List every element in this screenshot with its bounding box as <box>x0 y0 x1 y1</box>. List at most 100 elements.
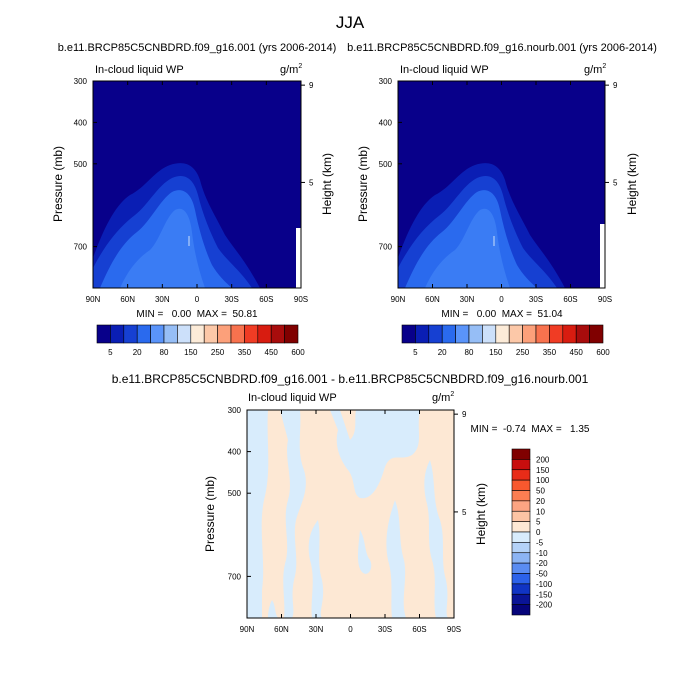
panel-c-x-axis: 90N 60N 30N 0 30S 60S 90S <box>240 410 461 634</box>
panel-c-y-axis: 300 400 500 700 9 5 <box>228 406 467 581</box>
panel-a-units: g/m2 <box>280 63 302 76</box>
colorbar-swatch <box>511 531 531 543</box>
colorbar-label: 100 <box>536 476 550 485</box>
colorbar-swatch <box>110 324 125 344</box>
colorbar-swatch <box>401 324 416 344</box>
x-tick-label: 60S <box>259 295 273 304</box>
panel-a-title: b.e11.BRCP85C5CNBDRD.f09_g16.001 (yrs 20… <box>58 42 337 54</box>
y-tick-label: 300 <box>74 77 88 86</box>
colorbar-label: 10 <box>536 507 545 516</box>
panel-b-stats: MIN = 0.00 MAX = 51.04 <box>441 309 563 320</box>
colorbar-label: 350 <box>238 348 252 357</box>
colorbar-swatch <box>511 469 531 481</box>
panel-b-ylabel: Pressure (mb) <box>356 146 370 222</box>
x-tick-label: 90S <box>598 295 612 304</box>
colorbar-label: 20 <box>438 348 447 357</box>
colorbar-swatch <box>535 324 550 344</box>
x-tick-label: 60N <box>425 295 440 304</box>
x-tick-label: 30N <box>460 295 475 304</box>
colorbar-swatch <box>123 324 138 344</box>
colorbar-label: -20 <box>536 559 548 568</box>
colorbar-swatch <box>428 324 443 344</box>
colorbar-swatch <box>508 324 523 344</box>
colorbar-swatch <box>244 324 259 344</box>
colorbar-label: -50 <box>536 570 548 579</box>
panel-c-ylabel-right: Height (km) <box>474 483 488 545</box>
panel-b-colorbar: 5 20 80 150 250 350 450 600 <box>401 324 610 357</box>
colorbar-label: -100 <box>536 580 553 589</box>
y-right-tick-label: 9 <box>462 410 467 419</box>
colorbar-swatch <box>549 324 564 344</box>
colorbar-label: 5 <box>108 348 113 357</box>
colorbar-swatch <box>136 324 151 344</box>
colorbar-label: 600 <box>596 348 610 357</box>
colorbar-label: 5 <box>536 518 541 527</box>
panel-a-stats: MIN = 0.00 MAX = 50.81 <box>136 309 258 320</box>
colorbar-label: 5 <box>413 348 418 357</box>
colorbar-label: 450 <box>265 348 279 357</box>
y-right-tick-label: 5 <box>613 178 618 187</box>
panel-c-title: b.e11.BRCP85C5CNBDRD.f09_g16.001 - b.e11… <box>112 372 589 386</box>
panel-a-y-axis: 300 400 500 700 9 5 <box>74 77 314 252</box>
colorbar-label: 80 <box>160 348 169 357</box>
x-tick-label: 0 <box>499 295 504 304</box>
y-tick-label: 400 <box>379 118 393 127</box>
y-right-tick-label: 5 <box>462 508 467 517</box>
y-tick-label: 700 <box>379 243 393 252</box>
x-tick-label: 30S <box>529 295 543 304</box>
colorbar-swatch <box>511 593 531 605</box>
colorbar-label: 250 <box>516 348 530 357</box>
y-tick-label: 300 <box>228 406 242 415</box>
panel-b-y-axis: 300 400 500 700 9 5 <box>379 77 618 252</box>
panel-a-x-axis: 90N 60N 30N 0 30S 60S 90S <box>86 81 308 304</box>
y-tick-label: 700 <box>228 572 242 581</box>
colorbar-swatch <box>441 324 456 344</box>
colorbar-swatch <box>230 324 245 344</box>
colorbar-swatch <box>511 500 531 512</box>
figure-title: JJA <box>336 13 365 32</box>
y-tick-label: 400 <box>228 448 242 457</box>
colorbar-swatch <box>511 562 531 574</box>
colorbar-swatch <box>511 490 531 502</box>
colorbar-label: 150 <box>536 466 550 475</box>
panel-b-title: b.e11.BRCP85C5CNBDRD.f09_g16.nourb.001 (… <box>347 42 657 54</box>
colorbar-label: 80 <box>465 348 474 357</box>
x-tick-label: 0 <box>195 295 200 304</box>
colorbar-swatch <box>163 324 178 344</box>
x-tick-label: 30N <box>309 625 324 634</box>
x-tick-label: 60S <box>563 295 577 304</box>
colorbar-swatch <box>177 324 192 344</box>
x-tick-label: 0 <box>348 625 353 634</box>
panel-a-variable: In-cloud liquid WP <box>95 64 184 76</box>
x-tick-label: 90S <box>294 295 308 304</box>
x-tick-label: 90N <box>391 295 406 304</box>
colorbar-swatch <box>511 448 531 460</box>
colorbar-swatch <box>575 324 590 344</box>
colorbar-swatch <box>455 324 470 344</box>
colorbar-label: 350 <box>543 348 557 357</box>
colorbar-swatch <box>511 459 531 471</box>
y-tick-label: 400 <box>74 118 88 127</box>
panel-a-ylabel: Pressure (mb) <box>51 146 65 222</box>
colorbar-label: -5 <box>536 538 544 547</box>
x-tick-label: 30S <box>225 295 239 304</box>
colorbar-swatch <box>511 604 531 616</box>
colorbar-label: -150 <box>536 590 553 599</box>
colorbar-swatch <box>96 324 111 344</box>
colorbar-swatch <box>511 479 531 491</box>
panel-c-stats: MIN = -0.74 MAX = 1.35 <box>471 424 590 435</box>
colorbar-swatch <box>511 573 531 585</box>
panel-b-variable: In-cloud liquid WP <box>400 64 489 76</box>
y-right-tick-label: 9 <box>309 81 314 90</box>
colorbar-swatch <box>511 521 531 533</box>
colorbar-label: 600 <box>291 348 305 357</box>
colorbar-swatch <box>511 552 531 564</box>
panel-b-field <box>398 81 605 288</box>
y-right-tick-label: 5 <box>309 178 314 187</box>
x-tick-label: 30N <box>155 295 170 304</box>
y-tick-label: 500 <box>379 160 393 169</box>
panel-a-ylabel-right: Height (km) <box>320 153 334 215</box>
colorbar-label: 250 <box>211 348 225 357</box>
x-tick-label: 90N <box>240 625 255 634</box>
